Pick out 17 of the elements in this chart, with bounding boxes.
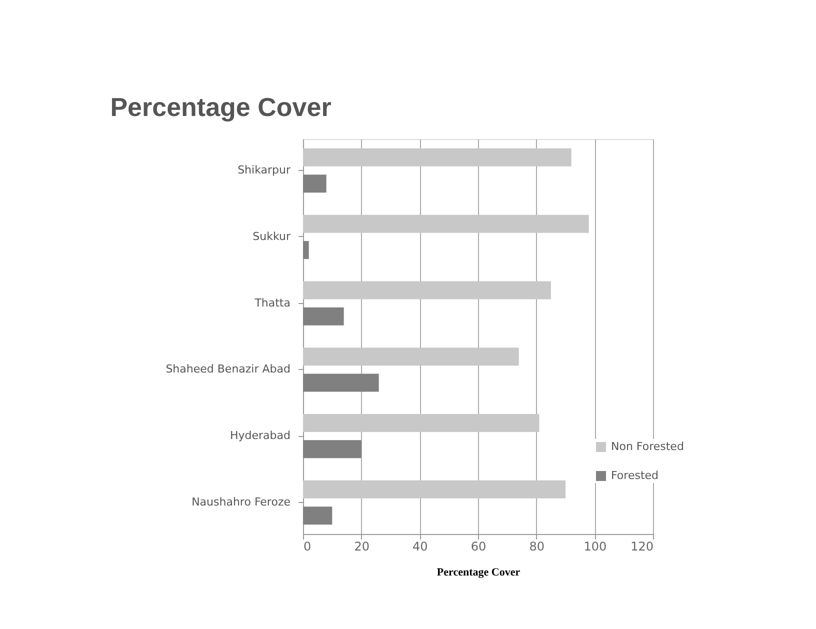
x-axis-title: Percentage Cover: [436, 566, 520, 578]
x-tick-label: 100: [584, 540, 607, 554]
x-tick-label: 0: [304, 540, 312, 554]
y-tick-label: Shikarpur: [238, 164, 291, 177]
legend-label: Forested: [611, 469, 659, 482]
y-tick-label: Shaheed Benazir Abad: [166, 362, 290, 376]
chart-title: Percentage Cover: [110, 92, 332, 122]
x-tick-label: 40: [412, 540, 428, 554]
y-tick-label: Naushahro Feroze: [192, 495, 291, 508]
legend-label: Non Forested: [611, 440, 684, 453]
x-tick-label: 60: [470, 540, 486, 554]
y-tick-label: Hyderabad: [230, 429, 290, 442]
x-tick-label: 80: [529, 540, 544, 554]
x-tick-label: 120: [630, 540, 654, 554]
y-tick-label: Sukkur: [252, 230, 291, 243]
x-tick-label: 20: [354, 540, 370, 554]
y-tick-label: Thatta: [254, 296, 290, 310]
